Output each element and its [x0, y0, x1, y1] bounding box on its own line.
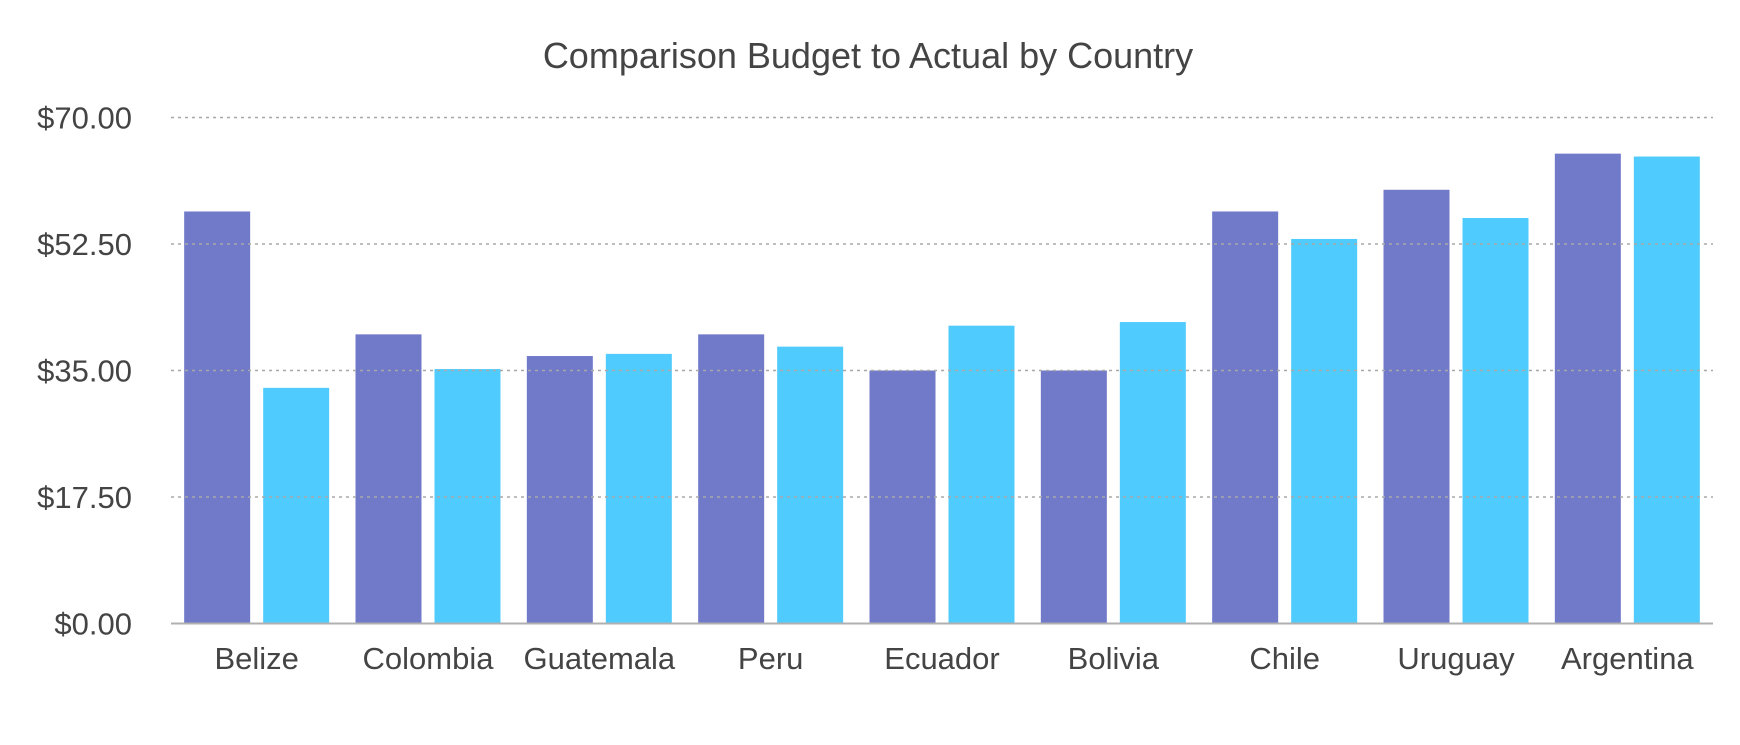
y-tick-label: $52.50: [37, 227, 132, 262]
bars-layer: [184, 153, 1700, 624]
x-tick-label: Guatemala: [524, 641, 676, 676]
bar-budget-guatemala: [526, 356, 593, 624]
y-axis-ticks: $0.00 $17.50 $35.00 $52.50 $70.00: [37, 101, 132, 642]
x-axis-ticks: Belize Colombia Guatemala Peru Ecuador Bolivi…: [214, 641, 1694, 676]
bar-actual-ecuador: [948, 325, 1015, 624]
x-tick-label: Argentina: [1561, 641, 1694, 676]
x-tick-label: Peru: [738, 641, 803, 676]
bar-budget-uruguay: [1383, 189, 1450, 624]
bar-budget-belize: [184, 211, 251, 624]
x-tick-label: Chile: [1249, 641, 1320, 676]
chart-title: Comparison Budget to Actual by Country: [543, 35, 1193, 76]
x-tick-label: Bolivia: [1068, 641, 1160, 676]
bar-actual-guatemala: [605, 353, 672, 624]
bar-actual-peru: [777, 346, 844, 624]
x-tick-label: Uruguay: [1397, 641, 1515, 676]
bar-actual-chile: [1291, 238, 1358, 624]
bar-budget-peru: [698, 334, 765, 624]
bar-budget-colombia: [355, 334, 422, 624]
y-tick-label: $35.00: [37, 354, 132, 389]
bar-actual-bolivia: [1119, 322, 1186, 624]
x-tick-label: Colombia: [363, 641, 495, 676]
x-tick-label: Ecuador: [884, 641, 999, 676]
y-tick-label: $70.00: [37, 101, 132, 136]
bar-actual-belize: [263, 387, 330, 624]
y-tick-label: $17.50: [37, 480, 132, 515]
x-tick-label: Belize: [214, 641, 298, 676]
y-tick-label: $0.00: [54, 607, 132, 642]
bar-actual-uruguay: [1462, 217, 1529, 624]
bar-budget-chile: [1212, 211, 1279, 624]
bar-budget-argentina: [1554, 153, 1621, 624]
gridlines: [171, 116, 1713, 498]
bar-actual-argentina: [1633, 156, 1700, 624]
